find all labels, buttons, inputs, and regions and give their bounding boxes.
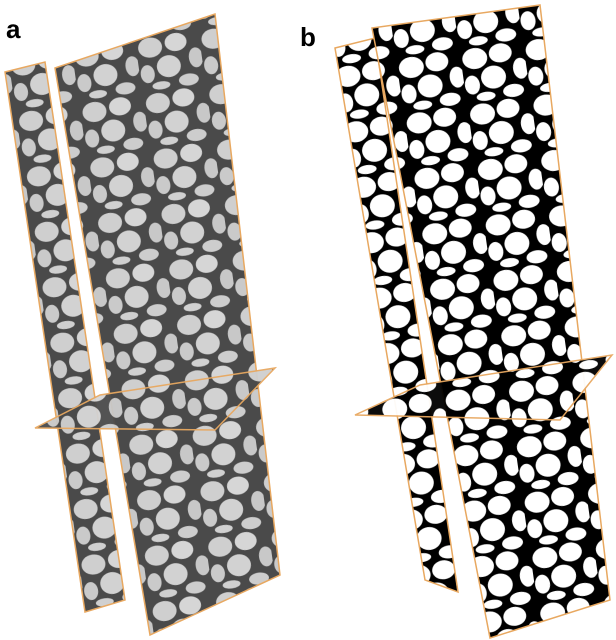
panel-b: b <box>300 5 612 638</box>
figure: a b <box>0 0 616 640</box>
panel-a: a <box>5 14 280 635</box>
panel-label: b <box>300 22 316 52</box>
panel-label: a <box>6 14 21 44</box>
